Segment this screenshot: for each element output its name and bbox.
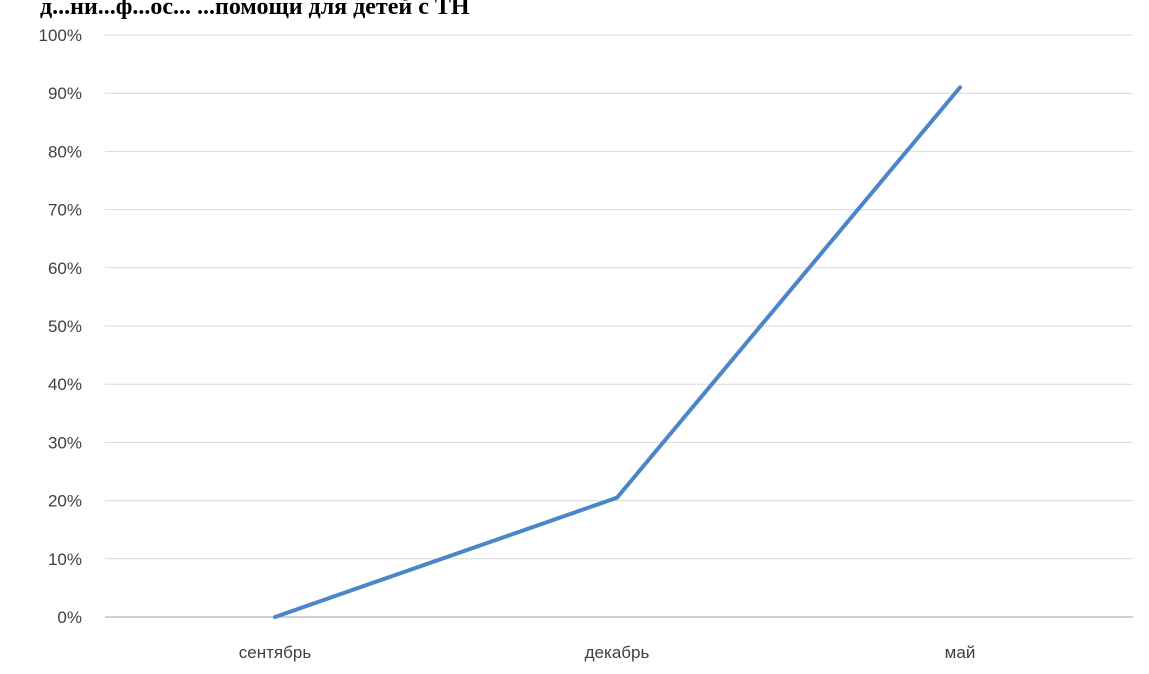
y-tick-label: 100% bbox=[39, 26, 82, 45]
y-tick-label: 20% bbox=[48, 492, 82, 511]
x-tick-label: сентябрь bbox=[239, 643, 312, 662]
y-axis-ticks: 0% 10% 20% 30% 40% 50% 60% 70% 80% 90% 100% bbox=[39, 26, 82, 627]
y-tick-label: 0% bbox=[57, 608, 82, 627]
y-tick-label: 10% bbox=[48, 550, 82, 569]
grid-lines bbox=[105, 34, 1133, 618]
y-tick-label: 70% bbox=[48, 201, 82, 220]
series-line bbox=[273, 85, 962, 619]
y-tick-label: 50% bbox=[48, 317, 82, 336]
series-lines bbox=[273, 85, 962, 619]
chart-title-fragment: д...ни...ф...ос... ...помощи для детей с… bbox=[40, 0, 470, 20]
x-tick-label: декабрь bbox=[585, 643, 650, 662]
y-tick-label: 60% bbox=[48, 259, 82, 278]
x-tick-label: май bbox=[945, 643, 976, 662]
y-tick-label: 40% bbox=[48, 375, 82, 394]
y-tick-label: 90% bbox=[48, 84, 82, 103]
x-axis-ticks: сентябрь декабрь май bbox=[239, 643, 976, 662]
y-tick-label: 80% bbox=[48, 142, 82, 161]
y-tick-label: 30% bbox=[48, 433, 82, 452]
